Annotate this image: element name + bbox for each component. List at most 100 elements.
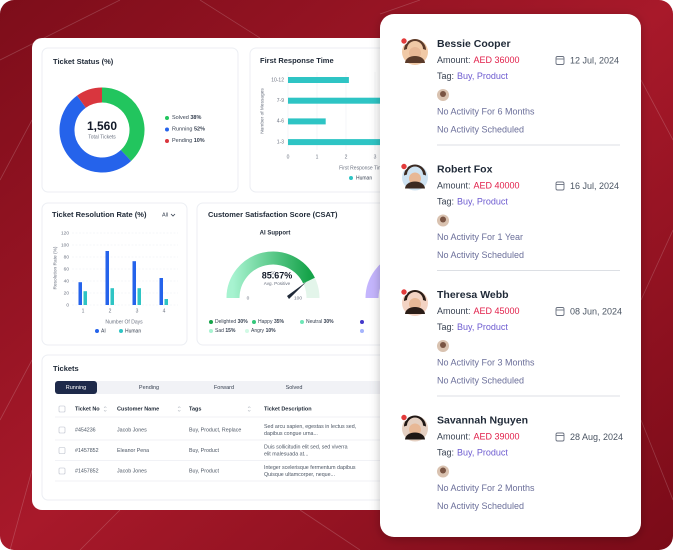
header-checkbox[interactable] [58,405,66,413]
x-tick-label: 1 [316,154,319,160]
legend-value: 15% [225,328,236,334]
amount: Amount: AED 36000 [437,55,520,65]
owner-avatar-face [440,342,446,348]
avatar-hair [404,290,426,301]
bar [159,278,163,305]
legend-dot [209,329,213,333]
bar [137,288,141,305]
status-dot [400,37,408,45]
legend-name: Running [172,127,193,133]
ticket-description: Sed arcu sapien, egestas in lectus sed, [264,424,356,430]
donut-segment [77,87,103,109]
tab[interactable]: Running [66,385,87,391]
amount-label: Amount: [437,306,471,316]
contact-date: 28 Aug, 2024 [570,432,623,442]
x-tick-label: 2 [109,308,112,314]
ticket-description: Quisque ultamcorper, neque... [264,472,335,478]
dashboard: Ticket Status (%)Solved 38%Running 52%Pend… [32,38,395,510]
gauge-title: AI Support [260,231,291,237]
legend-dot [360,329,364,333]
legend-value: 30% [238,319,249,325]
ticket-tags: Buy, Product [189,448,219,454]
bar [164,299,168,305]
avatar-body [405,307,425,314]
legend-entry: Delighted 30% [215,319,248,325]
x-tick-label: 4 [163,308,166,314]
axis-title: Number Of Days [105,319,143,325]
tag-value: Buy, Product [457,197,508,207]
legend-dot [95,329,99,333]
legend-value: 52% [194,127,205,133]
widget-title: Tickets [53,364,79,373]
legend-entry: Sad 15% [215,328,236,334]
tag-label: Tag: [437,448,454,458]
contact-date: 08 Jun, 2024 [570,306,622,316]
tab-active [55,381,97,394]
legend-entry: Angry 10% [251,328,276,334]
ticket-no: #1457852 [75,448,99,454]
tag: Tag: Buy, Product [437,448,508,458]
owner-avatar-face [440,216,446,223]
amount-value: AED 39000 [474,432,520,442]
filter-dropdown[interactable]: All [162,212,168,218]
contact-name: Robert Fox [437,163,493,175]
legend-value: 30% [324,319,335,325]
legend-dot [165,139,169,143]
contact-date: 16 Jul, 2024 [570,181,619,191]
gauge-needle [287,281,307,299]
activity: No Activity For 6 Months [437,106,535,116]
status-dot [400,288,408,296]
tab-bar [55,381,395,394]
status-dot [400,162,408,171]
legend-name: Neutral [306,319,322,325]
avatar-hair [404,39,426,50]
sort-icon [177,406,181,412]
y-tick-label: 80 [64,254,70,260]
amount-value: AED 45000 [474,306,520,316]
ticket-description: elit malesuada at... [264,451,308,457]
tag-value: Buy, Product [457,448,508,458]
amount-value: AED 36000 [474,55,520,65]
tab[interactable]: Solved [286,385,303,391]
customer-name: Jacob Jones [117,427,147,433]
activity: No Activity For 2 Months [437,483,535,493]
second-gauge [365,253,395,299]
row-checkbox[interactable] [58,426,66,434]
y-tick-label: 7-9 [277,98,284,104]
row-checkbox[interactable] [58,467,66,475]
avatar-face [409,298,421,310]
y-tick-label: 4-6 [277,119,284,125]
legend-dot [209,320,213,324]
legend-entry: AI [101,328,106,334]
amount-label: Amount: [437,181,471,191]
contact-name: Savannah Nguyen [437,414,528,426]
sort-icon [247,406,251,412]
calendar-icon [555,432,565,442]
tab[interactable]: Pending [139,385,159,391]
axis-title: Resolution Rate (%) [52,246,58,289]
owner-avatar-face [440,91,446,97]
calendar-icon [555,56,565,65]
y-tick-label: 100 [61,242,69,248]
avatar-face [409,47,421,59]
avatar-body [405,56,425,63]
widget-title: Customer Satisfaction Score (CSAT) [208,210,338,219]
legend-name: Pending [172,138,192,144]
gauge-tick-label: 0 [247,295,250,301]
donut-total: 1,560 [87,119,117,133]
column-header: Ticket Description [264,406,312,412]
legend-dot [165,127,169,132]
ticket-no: #454236 [75,427,96,433]
activity: No Activity For 1 Year [437,232,523,242]
avatar-hair [404,415,426,427]
legend-dot [245,329,249,333]
y-tick-label: 10-12 [271,77,284,83]
widget-card [41,202,188,346]
column-header: Tags [189,406,201,412]
row-checkbox[interactable] [58,447,66,454]
y-tick-label: 1-3 [277,139,284,145]
tab[interactable]: Forward [214,385,234,391]
amount-value: AED 40000 [474,181,520,191]
